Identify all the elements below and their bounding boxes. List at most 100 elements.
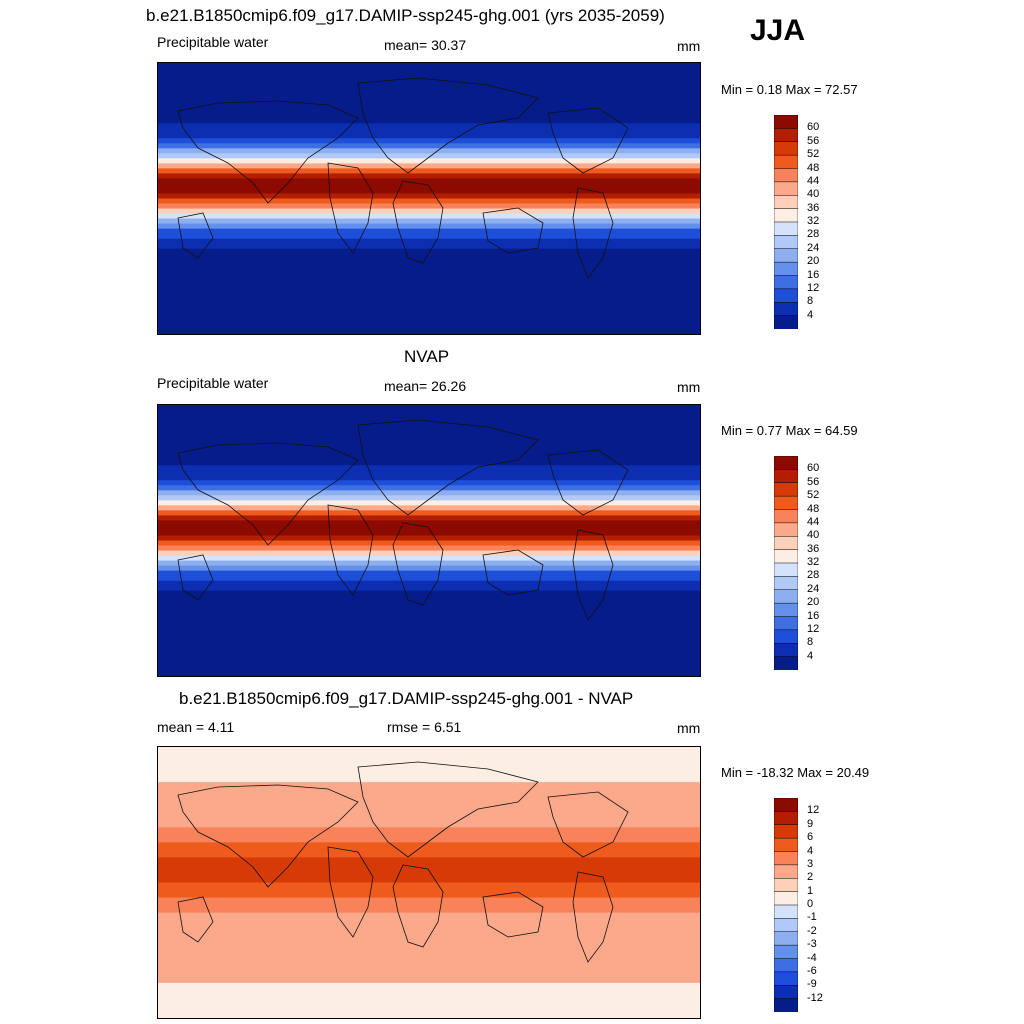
field-band — [158, 972, 700, 979]
field-band — [158, 535, 700, 541]
field-band — [158, 625, 700, 632]
colorbar-swatch — [773, 482, 799, 497]
field-band — [158, 897, 700, 904]
colorbar-swatch — [773, 455, 799, 470]
field-band — [158, 93, 700, 99]
season-label: JJA — [750, 14, 806, 47]
field-band — [158, 952, 700, 959]
field-band — [158, 480, 700, 486]
colorbar-swatch — [773, 811, 799, 826]
field-band — [158, 238, 700, 245]
field-band — [158, 655, 700, 662]
panel-1-minmax: Min = 0.18 Max = 72.57 — [721, 82, 858, 97]
panel-2-units: mm — [677, 379, 701, 395]
field-band — [158, 470, 700, 476]
field-band — [158, 670, 700, 676]
colorbar-swatch — [773, 864, 799, 879]
colorbar-swatch — [773, 154, 799, 170]
colorbar-level-label: 40 — [807, 188, 820, 201]
panel-2-field — [158, 405, 700, 676]
panel-2-colorbar-swatches — [773, 455, 799, 671]
field-band — [158, 168, 700, 174]
colorbar-level-label: 36 — [807, 201, 820, 214]
field-band — [158, 505, 700, 511]
panel-1-field — [158, 63, 700, 334]
field-band — [158, 615, 700, 622]
field-band — [158, 405, 700, 411]
field-band — [158, 590, 700, 597]
field-band — [158, 440, 700, 446]
field-band — [158, 827, 700, 833]
colorbar-level-label: 9 — [807, 817, 814, 830]
field-band — [158, 148, 700, 154]
field-band — [158, 415, 700, 421]
colorbar-level-label: 48 — [807, 502, 820, 515]
panel-2-map — [157, 404, 701, 677]
colorbar-swatch — [773, 168, 799, 183]
colorbar-level-label: 2 — [807, 871, 814, 884]
field-band — [158, 515, 700, 521]
colorbar-swatch — [773, 128, 799, 143]
field-band — [158, 802, 700, 808]
panel-3-field — [158, 747, 700, 1018]
colorbar-swatch — [773, 141, 799, 156]
colorbar-swatch — [773, 495, 799, 511]
field-band — [158, 158, 700, 164]
colorbar-swatch — [773, 288, 799, 303]
field-band — [158, 630, 700, 637]
field-band — [158, 645, 700, 652]
field-band — [158, 198, 700, 205]
coastline — [482, 207, 544, 254]
coastline — [177, 100, 359, 204]
field-band — [158, 792, 700, 798]
field-band — [158, 922, 700, 929]
field-band — [158, 902, 700, 909]
colorbar-level-label: 3 — [807, 857, 814, 870]
field-band — [158, 772, 700, 778]
colorbar-swatch — [773, 576, 799, 591]
field-band — [158, 510, 700, 516]
field-band — [158, 837, 700, 843]
field-band — [158, 258, 700, 265]
field-band — [158, 912, 700, 919]
field-band — [158, 635, 700, 642]
field-band — [158, 947, 700, 954]
field-band — [158, 560, 700, 567]
field-band — [158, 293, 700, 300]
colorbar-level-label: 52 — [807, 489, 820, 502]
colorbar-level-label: 16 — [807, 268, 820, 281]
colorbar-level-label: -1 — [807, 911, 817, 924]
field-band — [158, 263, 700, 270]
field-band — [158, 475, 700, 481]
field-band — [158, 787, 700, 793]
colorbar-level-label: 52 — [807, 148, 820, 161]
coastline — [482, 549, 544, 596]
field-band — [158, 490, 700, 496]
field-band — [158, 308, 700, 315]
field-band — [158, 570, 700, 577]
field-band — [158, 555, 700, 562]
field-band — [158, 243, 700, 250]
colorbar-swatch — [773, 261, 799, 277]
field-band — [158, 420, 700, 426]
coastline — [177, 784, 359, 888]
field-band — [158, 600, 700, 607]
colorbar-swatch — [773, 958, 799, 973]
field-band — [158, 650, 700, 657]
field-band — [158, 138, 700, 144]
field-band — [158, 203, 700, 210]
colorbar-swatch — [773, 248, 799, 263]
field-band — [158, 842, 700, 848]
field-band — [158, 298, 700, 305]
field-band — [158, 550, 700, 557]
field-band — [158, 1002, 700, 1009]
field-band — [158, 410, 700, 416]
panel-3-map — [157, 746, 701, 1019]
field-band — [158, 932, 700, 939]
field-band — [158, 118, 700, 124]
field-band — [158, 445, 700, 451]
colorbar-swatch — [773, 315, 799, 330]
field-band — [158, 610, 700, 617]
field-band — [158, 123, 700, 129]
colorbar-swatch — [773, 656, 799, 671]
